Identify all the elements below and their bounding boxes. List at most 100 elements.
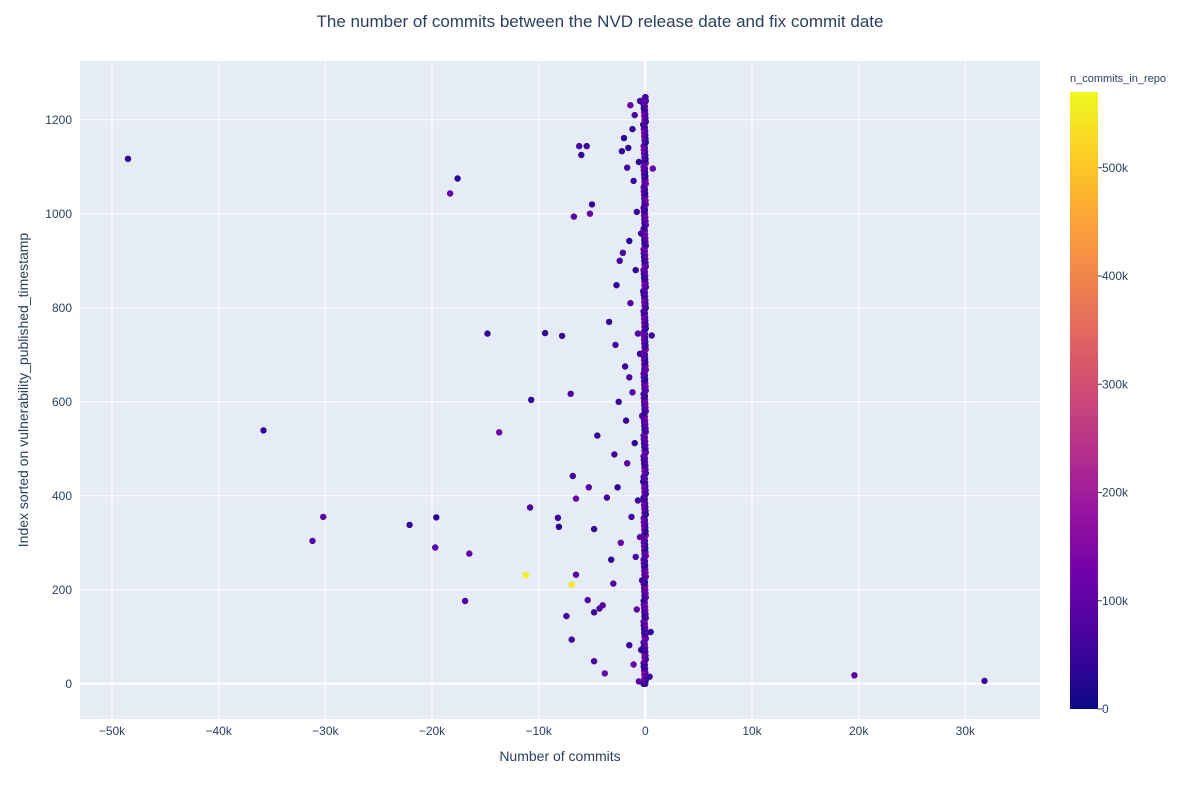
- y-axis-ticks: 0 200 400 600 800 1000 1200: [45, 113, 72, 691]
- data-point: [616, 257, 623, 264]
- data-point: [621, 363, 629, 370]
- data-point: [586, 210, 594, 217]
- data-point: [620, 134, 628, 142]
- data-point: [541, 329, 549, 337]
- data-point: [618, 148, 626, 155]
- data-point: [634, 497, 642, 504]
- colorbar-tick-label: 0: [1102, 702, 1109, 716]
- y-tick-label: 800: [52, 301, 72, 315]
- data-point: [615, 398, 622, 405]
- data-point: [454, 175, 461, 182]
- data-point: [610, 580, 617, 587]
- data-point: [851, 672, 858, 679]
- y-tick-label: 400: [52, 489, 72, 503]
- x-tick-label: −30k: [312, 724, 339, 738]
- data-point: [634, 330, 642, 337]
- data-point: [466, 550, 473, 557]
- colorbar-tick-label: 400k: [1102, 269, 1129, 283]
- data-point: [260, 427, 267, 434]
- data-point: [624, 460, 631, 467]
- data-point: [981, 677, 988, 685]
- data-point: [631, 439, 638, 447]
- y-tick-label: 200: [52, 583, 72, 597]
- data-point: [572, 495, 580, 502]
- colorbar-tick-label: 100k: [1102, 594, 1129, 608]
- data-point: [563, 612, 570, 620]
- x-axis-ticks: −50k −40k −30k −20k −10k 0 10k 20k 30k: [99, 724, 976, 738]
- data-point: [642, 94, 649, 101]
- data-point: [570, 213, 578, 220]
- data-points: [124, 94, 988, 687]
- data-point: [631, 111, 638, 119]
- data-point: [572, 571, 580, 578]
- data-point: [614, 484, 621, 491]
- data-point: [624, 164, 631, 171]
- data-point: [630, 177, 637, 185]
- data-point: [619, 249, 627, 256]
- data-point: [526, 504, 534, 511]
- colorbar-tick-label: 300k: [1102, 377, 1129, 391]
- data-point: [588, 201, 596, 208]
- data-point: [590, 658, 598, 665]
- data-point: [124, 155, 132, 162]
- data-point: [605, 318, 613, 326]
- data-point: [613, 282, 620, 289]
- colorbar-tick-label: 500k: [1102, 161, 1129, 175]
- data-point: [648, 332, 655, 339]
- data-point: [635, 158, 643, 166]
- data-point: [569, 472, 576, 480]
- x-tick-label: 10k: [742, 724, 762, 738]
- data-point: [611, 451, 618, 458]
- data-point: [594, 432, 601, 439]
- data-point: [528, 396, 535, 404]
- x-tick-label: 20k: [849, 724, 869, 738]
- data-point: [568, 636, 575, 643]
- data-point: [626, 374, 633, 381]
- data-point: [626, 237, 633, 245]
- colorbar-ticks: 0 100k 200k 300k 400k 500k: [1098, 161, 1129, 716]
- data-point: [632, 266, 639, 274]
- data-point: [647, 628, 654, 636]
- data-point: [554, 514, 562, 521]
- x-tick-label: −10k: [525, 724, 552, 738]
- colorbar-title: n_commits_in_repo: [1070, 73, 1166, 85]
- data-point: [603, 494, 611, 501]
- plot-area: [80, 61, 1040, 719]
- data-point: [584, 596, 591, 604]
- y-tick-label: 600: [52, 395, 72, 409]
- data-point: [568, 581, 575, 588]
- y-tick-label: 0: [65, 677, 72, 691]
- data-point: [612, 341, 619, 349]
- data-point: [555, 523, 563, 530]
- x-tick-label: −50k: [99, 724, 126, 738]
- data-point: [632, 553, 639, 561]
- x-tick-label: −40k: [205, 724, 232, 738]
- data-point: [320, 513, 327, 521]
- x-tick-label: 0: [642, 724, 649, 738]
- chart-title: The number of commits between the NVD re…: [317, 12, 884, 31]
- data-point: [630, 661, 637, 668]
- colorbar: [1070, 92, 1098, 709]
- data-point: [590, 609, 598, 616]
- data-point: [309, 537, 316, 545]
- data-point: [522, 572, 530, 579]
- data-point: [622, 417, 630, 424]
- data-point: [625, 144, 632, 152]
- data-point: [558, 332, 566, 340]
- data-point: [585, 484, 592, 491]
- data-point: [626, 642, 633, 649]
- data-point: [590, 525, 598, 533]
- y-axis-title: Index sorted on vulnerability_published_…: [15, 233, 31, 548]
- data-point: [599, 602, 606, 609]
- data-point: [578, 151, 585, 159]
- data-point: [608, 556, 615, 563]
- x-axis-title: Number of commits: [499, 748, 620, 764]
- data-point: [627, 299, 634, 307]
- data-point: [627, 102, 634, 109]
- data-point: [633, 208, 640, 216]
- data-point: [633, 606, 640, 613]
- y-tick-label: 1000: [45, 207, 72, 221]
- y-tick-label: 1200: [45, 113, 72, 127]
- gridlines: [80, 61, 1040, 719]
